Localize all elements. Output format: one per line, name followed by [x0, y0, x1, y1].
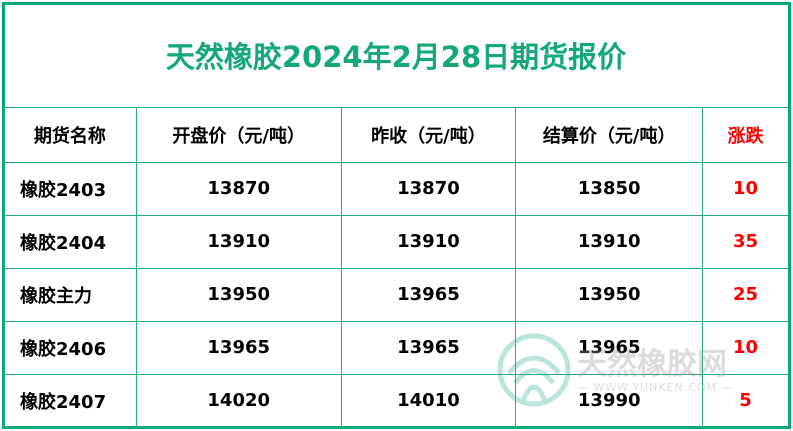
name-cell: 橡胶2406 — [3, 320, 137, 375]
prev-close-cell: 13870 — [340, 161, 517, 216]
name-cell: 橡胶2403 — [3, 161, 137, 216]
header-name: 期货名称 — [3, 106, 137, 163]
header-settle: 结算价（元/吨） — [515, 106, 704, 163]
table-row: 橡胶2403 13870 13870 13850 10 — [3, 161, 789, 216]
prev-close-cell: 13965 — [340, 267, 517, 322]
change-cell: 10 — [702, 161, 789, 216]
table-row: 橡胶主力 13950 13965 13950 25 — [3, 267, 789, 322]
change-cell: 5 — [702, 373, 789, 428]
header-change: 涨跌 — [702, 106, 789, 163]
header-open: 开盘价（元/吨） — [135, 106, 342, 163]
open-cell: 13950 — [135, 267, 342, 322]
settle-cell: 13990 — [515, 373, 704, 428]
name-cell: 橡胶2404 — [3, 214, 137, 269]
change-cell: 25 — [702, 267, 789, 322]
name-cell: 橡胶主力 — [3, 267, 137, 322]
prev-close-cell: 13910 — [340, 214, 517, 269]
page-title: 天然橡胶2024年2月28日期货报价 — [3, 3, 789, 108]
change-cell: 35 — [702, 214, 789, 269]
prev-close-cell: 14010 — [340, 373, 517, 428]
settle-cell: 13910 — [515, 214, 704, 269]
price-table: 天然橡胶2024年2月28日期货报价 期货名称 开盘价（元/吨） 昨收（元/吨）… — [3, 3, 789, 428]
open-cell: 14020 — [135, 373, 342, 428]
table-row: 橡胶2407 14020 14010 13990 5 — [3, 373, 789, 428]
settle-cell: 13965 — [515, 320, 704, 375]
settle-cell: 13850 — [515, 161, 704, 216]
settle-cell: 13950 — [515, 267, 704, 322]
open-cell: 13965 — [135, 320, 342, 375]
name-cell: 橡胶2407 — [3, 373, 137, 428]
prev-close-cell: 13965 — [340, 320, 517, 375]
table-row: 橡胶2404 13910 13910 13910 35 — [3, 214, 789, 269]
change-cell: 10 — [702, 320, 789, 375]
open-cell: 13910 — [135, 214, 342, 269]
header-prev-close: 昨收（元/吨） — [340, 106, 517, 163]
open-cell: 13870 — [135, 161, 342, 216]
table-row: 橡胶2406 13965 13965 13965 10 — [3, 320, 789, 375]
